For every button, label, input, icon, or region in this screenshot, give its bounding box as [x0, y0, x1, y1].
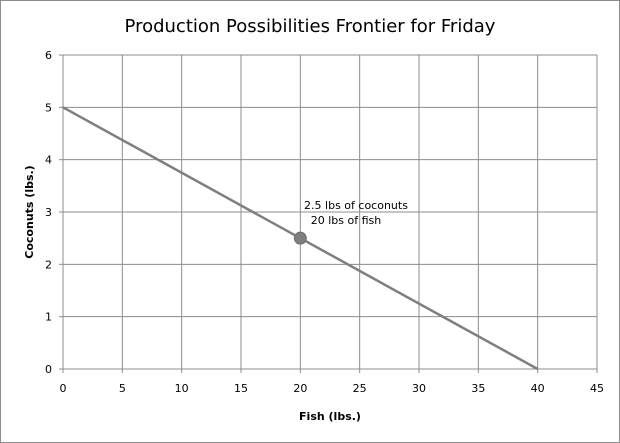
x-tick-label: 30: [412, 382, 426, 395]
x-tick-label: 20: [293, 382, 307, 395]
x-tick-label: 15: [234, 382, 248, 395]
y-tick-label: 1: [45, 311, 52, 324]
x-tick-label: 0: [60, 382, 67, 395]
y-tick-labels: 0 1 2 3 4 5 6: [45, 49, 52, 376]
grid: [63, 54, 598, 369]
x-tick-label: 40: [531, 382, 545, 395]
y-tick-label: 6: [45, 49, 52, 62]
data-points: [293, 231, 307, 245]
annotation-line-2: 20 lbs of fish: [311, 214, 382, 227]
x-tick-label: 10: [175, 382, 189, 395]
data-point: [293, 231, 307, 245]
y-tick-label: 3: [45, 206, 52, 219]
y-tick-label: 2: [45, 258, 52, 271]
x-tick-label: 5: [119, 382, 126, 395]
y-tick-label: 0: [45, 363, 52, 376]
x-tick-label: 45: [590, 382, 604, 395]
x-tick-label: 25: [353, 382, 367, 395]
annotation-line-1: 2.5 lbs of coconuts: [304, 199, 408, 212]
y-tick-label: 5: [45, 101, 52, 114]
x-tick-label: 35: [471, 382, 485, 395]
y-axis-label: Coconuts (lbs.): [23, 165, 36, 258]
x-axis-label: Fish (lbs.): [299, 410, 361, 423]
x-tick-labels: 0 5 10 15 20 25 30 35 40 45: [60, 382, 605, 395]
y-tick-label: 4: [45, 154, 52, 167]
chart-title: Production Possibilities Frontier for Fr…: [125, 16, 496, 37]
